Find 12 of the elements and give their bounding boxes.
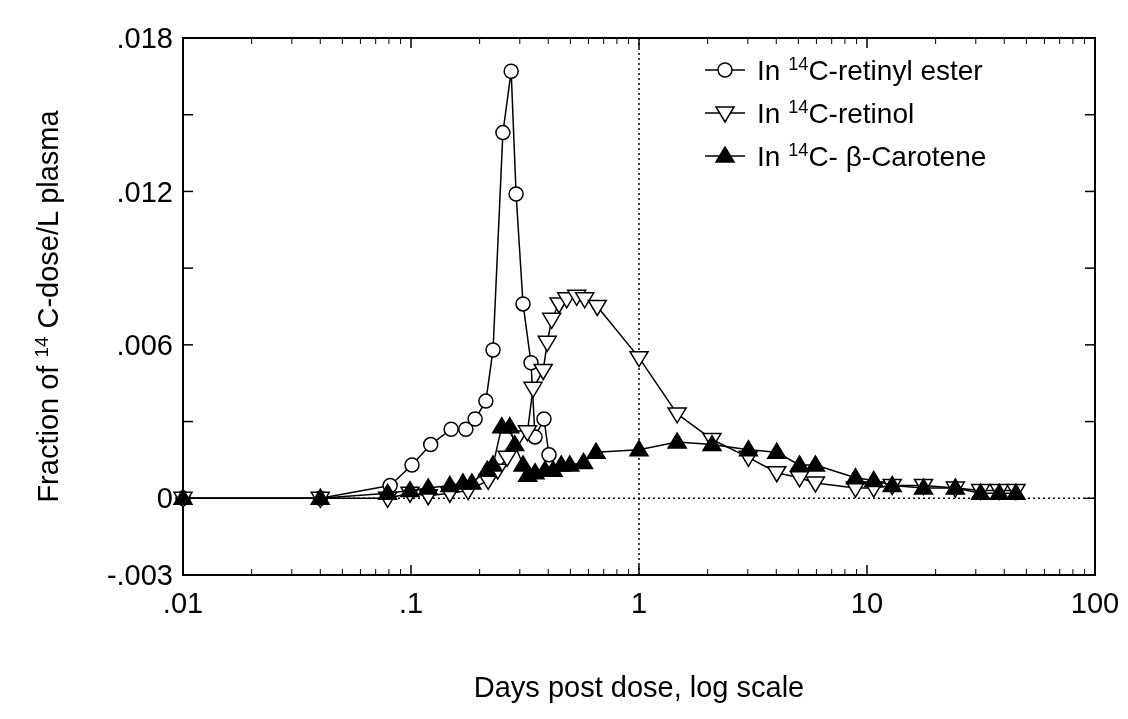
legend-label: In $^{14}$C- β-Carotene: [757, 139, 987, 172]
y-tick-label: .018: [116, 22, 173, 55]
y-tick-label: .006: [116, 329, 173, 362]
legend-label: In $^{14}$C-retinol: [757, 96, 915, 129]
y-tick-label: .012: [116, 175, 173, 208]
y-tick-label: 0: [156, 482, 173, 515]
x-axis-title: Days post dose, log scale: [473, 671, 805, 703]
x-tick-label: .1: [398, 587, 424, 619]
legend-label: In $^{14}$C-retinyl ester: [757, 53, 983, 86]
x-tick-label: 1: [630, 587, 648, 619]
x-tick-label: 10: [850, 587, 884, 619]
x-tick-label: 100: [1070, 587, 1120, 619]
